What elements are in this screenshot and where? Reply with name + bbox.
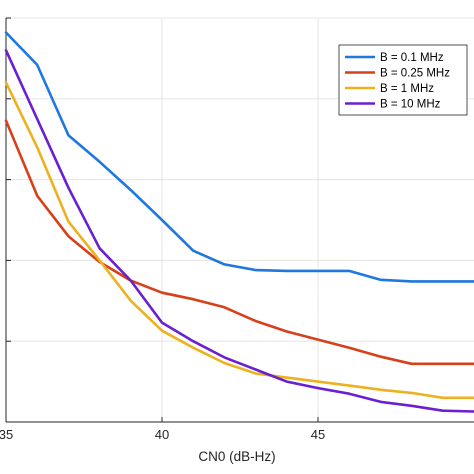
series-line-4 — [4, 48, 474, 413]
legend-entry-4: B = 10 MHz — [380, 99, 441, 111]
series-line-2 — [4, 119, 474, 366]
x-axis-label: CN0 (dB-Hz) — [198, 449, 275, 464]
legend: B = 0.1 MHz B = 0.25 MHz B = 1 MHz B = 10 M… — [338, 44, 468, 116]
legend-entry-3: B = 1 MHz — [380, 83, 434, 95]
series-lines — [4, 31, 474, 413]
series-line-1 — [4, 31, 474, 283]
axes — [5, 17, 474, 423]
legend-entry-2: B = 0.25 MHz — [380, 68, 450, 80]
x-tick-label: 45 — [311, 427, 325, 442]
tick-labels: 35 40 45 — [0, 427, 325, 442]
x-tick-label: 35 — [0, 427, 13, 442]
series-line-3 — [4, 81, 474, 400]
x-tick-label: 40 — [155, 427, 169, 442]
legend-entry-1: B = 0.1 MHz — [380, 52, 444, 64]
